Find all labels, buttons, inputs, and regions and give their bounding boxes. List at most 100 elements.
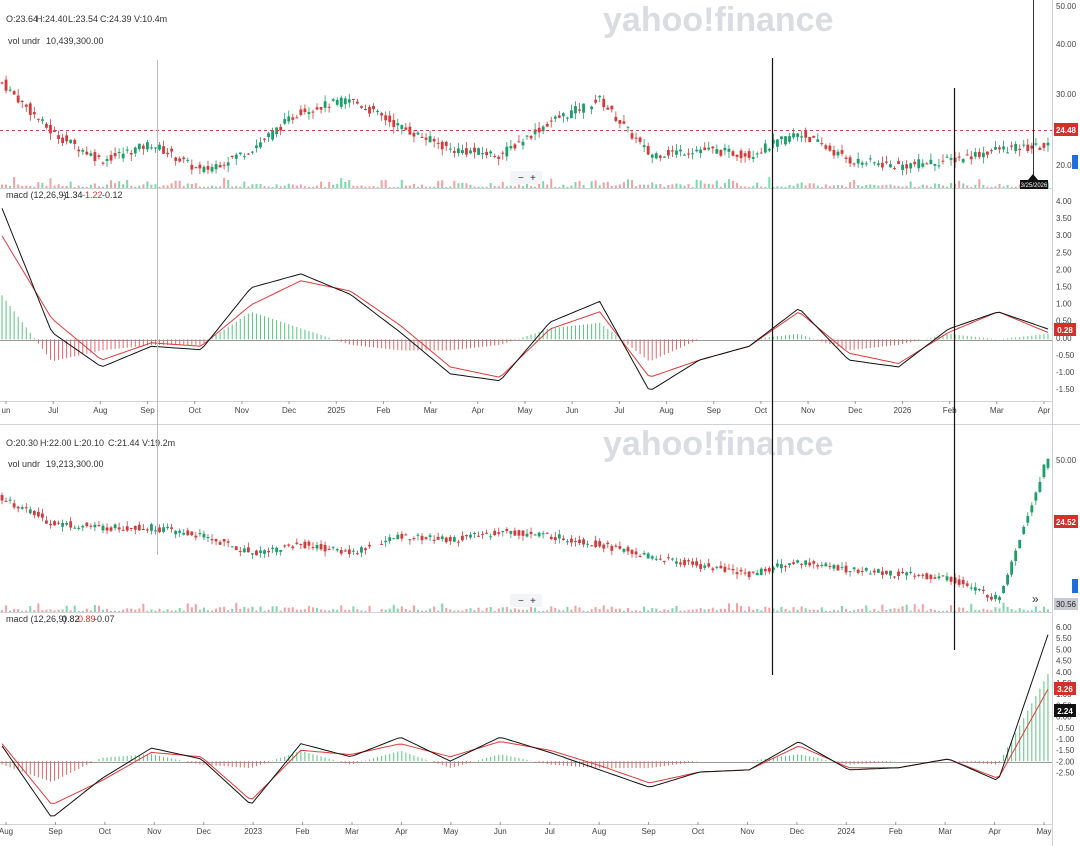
scroll-tab[interactable] [1072, 155, 1078, 169]
volume-bar [921, 604, 924, 612]
volume-bar [744, 610, 747, 612]
volume-bar [925, 185, 928, 188]
candle [876, 569, 880, 573]
volume-bar [958, 180, 961, 188]
last-price-text-2: 24.52 [1056, 518, 1077, 527]
candle [396, 123, 400, 126]
candle [436, 536, 440, 540]
zoom-in-button[interactable]: + [530, 173, 536, 184]
expand-button[interactable]: » [1032, 592, 1039, 606]
volume-bar [65, 605, 68, 612]
volume-bar [247, 186, 250, 188]
candle [501, 531, 505, 533]
volume-bar [303, 609, 306, 612]
volume-bar [81, 610, 84, 612]
candle [242, 548, 246, 553]
candle [590, 545, 594, 547]
candle [893, 576, 896, 578]
macd-tick: -1.00 [1056, 735, 1075, 744]
candle [16, 506, 20, 509]
candle [206, 165, 210, 170]
candle [836, 565, 840, 571]
candle [420, 535, 424, 541]
volume-bar [243, 606, 246, 612]
volume-bar [873, 608, 876, 612]
volume-bar [489, 182, 492, 188]
scroll-tab-2[interactable] [1072, 579, 1078, 593]
volume-bar [287, 607, 290, 612]
volume-bar [857, 185, 860, 188]
candle [198, 533, 202, 535]
volume-bar [901, 186, 904, 188]
candle [602, 544, 606, 549]
x-tick-label: Aug [0, 827, 13, 836]
volume-bar [303, 186, 306, 188]
candle [703, 147, 707, 151]
volume-bar [324, 610, 327, 612]
volume-bar [1014, 610, 1017, 612]
volume-bar [590, 609, 593, 612]
candle [489, 536, 493, 538]
zoom-out-button-2[interactable]: − [518, 596, 524, 607]
volume-bar [408, 610, 411, 612]
zoom-out-button[interactable]: − [518, 173, 524, 184]
candle [121, 153, 125, 159]
candle [751, 157, 755, 159]
candle [0, 82, 4, 84]
candle [517, 530, 521, 536]
volume-bar [376, 186, 379, 188]
candle [828, 565, 832, 567]
candle [214, 164, 218, 170]
volume-bar [53, 185, 56, 188]
volume-bar [618, 608, 621, 612]
volume-bar [990, 610, 993, 612]
candle [969, 587, 973, 589]
volume-bar [509, 185, 512, 188]
candle [311, 111, 315, 113]
candle [497, 156, 501, 159]
candle [85, 522, 89, 527]
candle [36, 118, 40, 120]
volume-bar [707, 183, 710, 188]
date-badge [1020, 180, 1048, 189]
candle [691, 561, 694, 565]
candle [8, 89, 12, 91]
candle [41, 119, 44, 121]
zoom-in-button-2[interactable]: + [530, 596, 536, 607]
volume-bar [251, 606, 254, 612]
candle [85, 151, 89, 155]
candle [202, 533, 206, 538]
candle [998, 597, 1001, 601]
volume-bar [340, 605, 343, 612]
candle [638, 555, 642, 557]
candle [933, 577, 937, 579]
candle [469, 534, 472, 538]
volume-bar [998, 608, 1001, 612]
volume-bar [695, 609, 698, 612]
macd-badge [1054, 323, 1076, 336]
candle [408, 539, 412, 541]
volume-bar [437, 610, 440, 612]
candle [691, 153, 694, 155]
candle [448, 537, 452, 542]
volume-bar [146, 610, 149, 612]
x-tick-label: Oct [755, 406, 768, 415]
volume-bar [513, 186, 516, 188]
candle [101, 162, 105, 164]
volume-bar [227, 179, 230, 188]
candle [246, 153, 250, 155]
candle [105, 527, 109, 531]
candle [331, 546, 335, 548]
volume-bar [719, 186, 722, 188]
volume-bar [235, 186, 238, 188]
volume-bar [740, 186, 743, 188]
volume-bar [925, 610, 928, 612]
volume-bar [921, 184, 924, 188]
candle [222, 164, 226, 166]
candle [331, 99, 335, 101]
volume-bar [412, 183, 415, 188]
volume-bar [853, 610, 856, 612]
volume-bar [81, 186, 84, 188]
zoom-control-2 [510, 594, 542, 607]
